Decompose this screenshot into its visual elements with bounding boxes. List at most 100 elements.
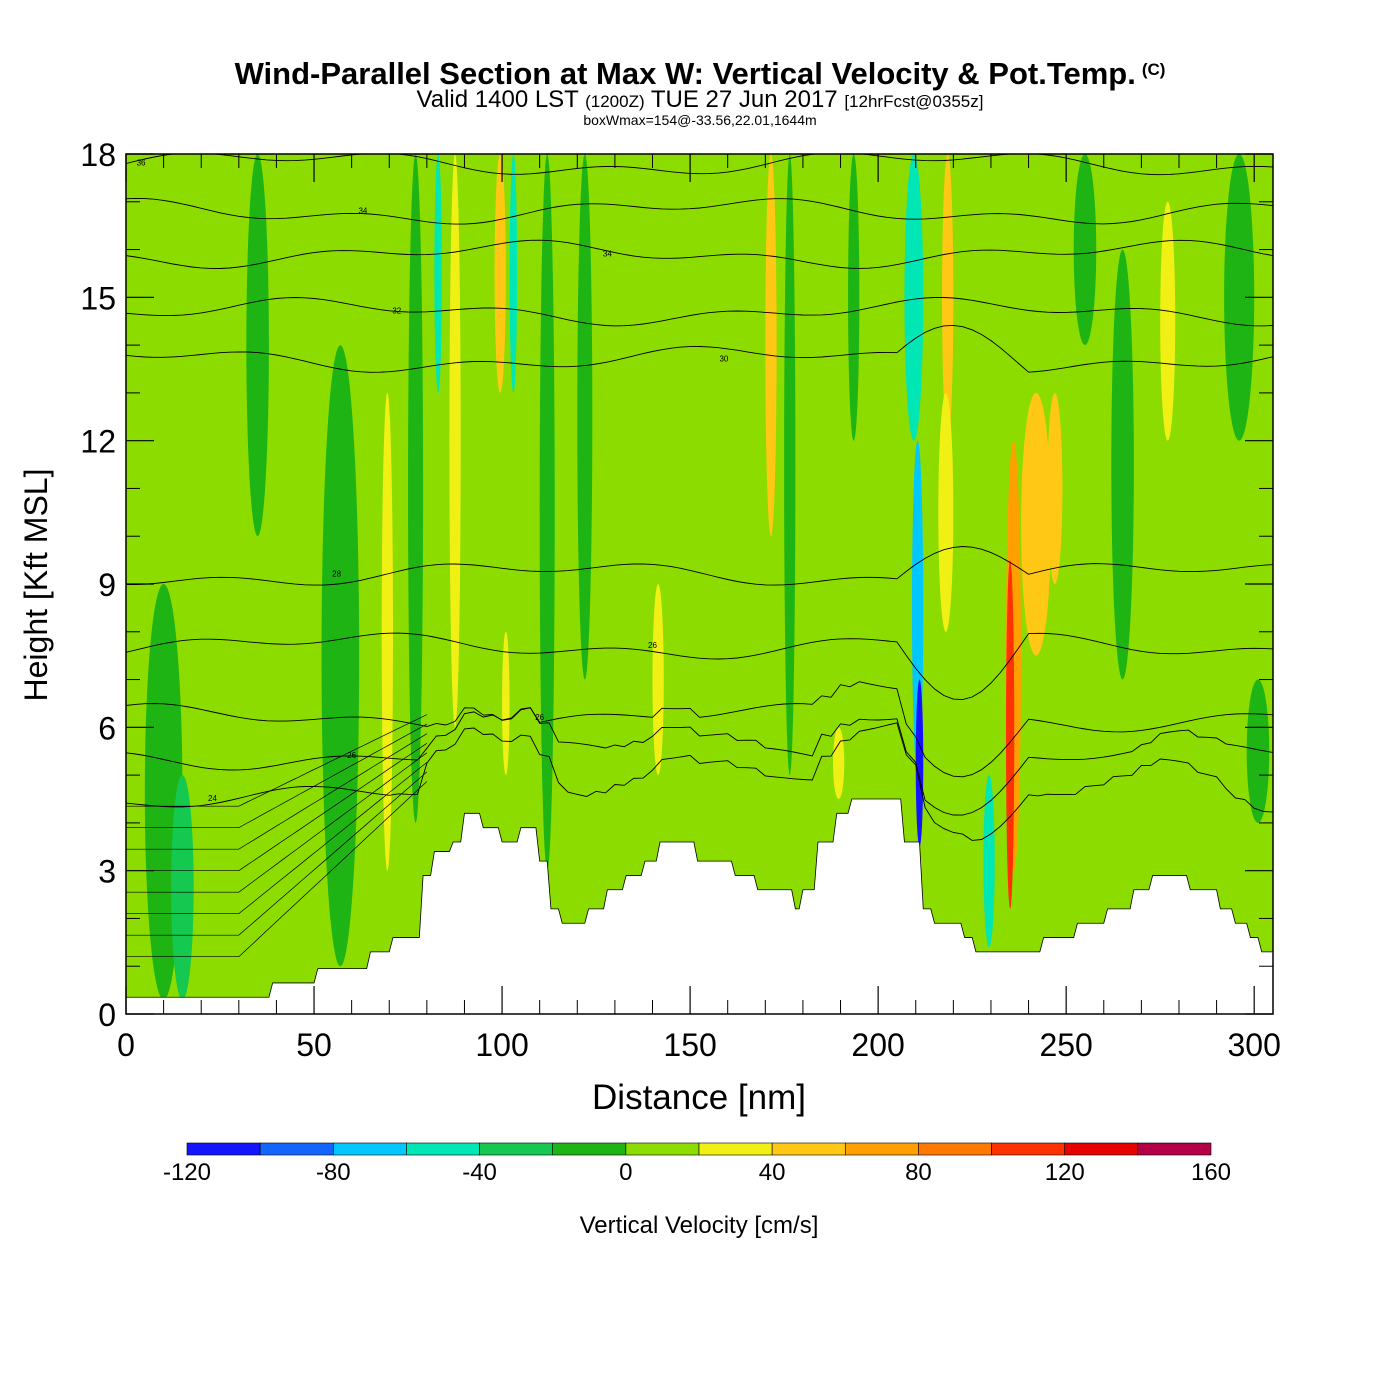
theta-contour-label-2: 34 — [603, 249, 612, 258]
x-tick-label-0: 0 — [117, 1027, 135, 1063]
w-band-24 — [1047, 392, 1063, 584]
theta-contour-5 — [126, 546, 1273, 586]
w-band-4 — [381, 392, 394, 871]
y-tick-label-15: 15 — [80, 280, 116, 316]
theta-contour-label-1: 34 — [358, 206, 367, 215]
colorbar-bin-9 — [844, 1142, 919, 1156]
y-tick-label-0: 0 — [98, 997, 116, 1033]
y-tick-label-6: 6 — [98, 710, 116, 746]
colorbar-bin-6 — [625, 1142, 700, 1156]
theta-contour-low-6 — [126, 723, 428, 829]
w-band-2 — [246, 154, 269, 537]
w-band-26 — [1005, 560, 1015, 909]
theta-contour-low-0 — [126, 781, 428, 958]
title-block: Wind-Parallel Section at Max W: Vertical… — [0, 52, 1400, 128]
colorbar-bin-7 — [698, 1142, 773, 1156]
w-band-20 — [915, 679, 924, 847]
w-band-32 — [1246, 679, 1270, 823]
y-tick-label-12: 12 — [80, 424, 116, 460]
w-band-15 — [784, 154, 796, 776]
y-tick-label-18: 18 — [80, 137, 116, 173]
x-tick-label-150: 150 — [663, 1027, 716, 1063]
theta-contour-low-4 — [126, 743, 428, 872]
colorbar-tick-label-2: -40 — [462, 1159, 497, 1186]
colorbar-bin-2 — [332, 1142, 407, 1156]
colorbar-tick-label-4: 40 — [759, 1159, 786, 1186]
y-axis-label: Height [Kft MSL] — [18, 469, 54, 702]
colorbar-bin-8 — [771, 1142, 846, 1156]
x-axis: 0 50 100 150 200 250 300 — [117, 154, 1281, 1063]
colorbar-bin-10 — [918, 1142, 992, 1156]
w-band-7 — [449, 154, 461, 728]
theta-contour-2 — [126, 239, 1273, 269]
terrain-mask — [126, 798, 1273, 1014]
theta-contour-label-4: 30 — [719, 354, 728, 363]
theta-contour-label-0: 36 — [137, 159, 146, 168]
theta-contour-1 — [126, 197, 1273, 225]
w-band-9 — [509, 154, 518, 393]
w-band-13 — [577, 154, 593, 680]
w-band-17 — [833, 727, 845, 800]
x-tick-label-50: 50 — [296, 1027, 332, 1063]
w-band-8 — [494, 154, 506, 393]
colorbar-bin-12 — [1064, 1142, 1139, 1156]
colorbar-bin-5 — [552, 1142, 627, 1156]
theta-contour-label-3: 32 — [392, 307, 401, 316]
colorbar-tick-label-0: -120 — [163, 1159, 211, 1186]
w-band-31 — [1224, 154, 1255, 441]
w-band-12 — [652, 584, 664, 776]
w-band-28 — [1073, 154, 1097, 346]
w-band-23 — [1021, 392, 1052, 656]
theta-contour-low-7 — [126, 714, 428, 807]
colorbar-bin-13 — [1137, 1142, 1212, 1156]
copyright-mark: (C) — [1141, 60, 1166, 79]
terrain-polygon — [126, 798, 1273, 1014]
theta-contour-low-3 — [126, 752, 428, 893]
w-band-29 — [1111, 249, 1134, 680]
y-tick-label-3: 3 — [98, 854, 116, 890]
chart-title: Wind-Parallel Section at Max W: Vertical… — [234, 56, 1166, 91]
w-band-18 — [904, 154, 924, 441]
w-band-30 — [1160, 201, 1176, 441]
theta-contour-low-2 — [126, 762, 428, 915]
colorbar-tick-label-1: -80 — [316, 1159, 351, 1186]
w-band-6 — [434, 154, 442, 393]
theta-contour-label-8: 26 — [347, 751, 356, 760]
box-wmax-note: boxWmax=154@-33.56,22.01,1644m — [583, 112, 817, 128]
x-tick-label-300: 300 — [1228, 1027, 1281, 1063]
valid-time: Valid 1400 LST (1200Z) TUE 27 Jun 2017 [… — [416, 86, 984, 113]
theta-contour-4 — [126, 324, 1273, 373]
w-band-11 — [539, 154, 555, 871]
theta-contour-8 — [126, 707, 1273, 816]
colorbar: -120 -80 -40 0 40 80 120 160 — [163, 1142, 1231, 1186]
theta-contour-9 — [126, 722, 1273, 841]
theta-contour-label-5: 28 — [332, 569, 341, 578]
colorbar-bin-3 — [406, 1142, 480, 1156]
w-band-14 — [765, 154, 777, 537]
w-band-3 — [321, 345, 360, 967]
w-band-16 — [848, 154, 860, 441]
theta-contour-low-5 — [126, 733, 428, 850]
w-band-5 — [408, 154, 424, 823]
theta-contour-0 — [126, 154, 1273, 176]
x-tick-label-250: 250 — [1039, 1027, 1092, 1063]
colorbar-bin-1 — [259, 1142, 334, 1156]
theta-contours: 36 34 34 32 30 28 26 26 26 24 — [126, 154, 1273, 958]
w-band-27 — [983, 775, 995, 948]
theta-contour-low-1 — [126, 771, 428, 936]
colorbar-tick-label-3: 0 — [619, 1159, 632, 1186]
theta-contour-label-7: 26 — [535, 713, 544, 722]
theta-contour-label-6: 26 — [648, 641, 657, 650]
w-band-10 — [502, 631, 510, 776]
theta-contour-3 — [126, 297, 1273, 327]
w-band-22 — [938, 392, 954, 632]
w-band-1 — [171, 775, 194, 1000]
colorbar-bin-4 — [479, 1142, 554, 1156]
theta-contour-7 — [126, 681, 1273, 778]
theta-contour-6 — [126, 632, 1273, 701]
theta-contour-label-9: 24 — [208, 794, 217, 803]
y-tick-label-9: 9 — [98, 567, 116, 603]
x-axis-label: Distance [nm] — [592, 1078, 806, 1117]
